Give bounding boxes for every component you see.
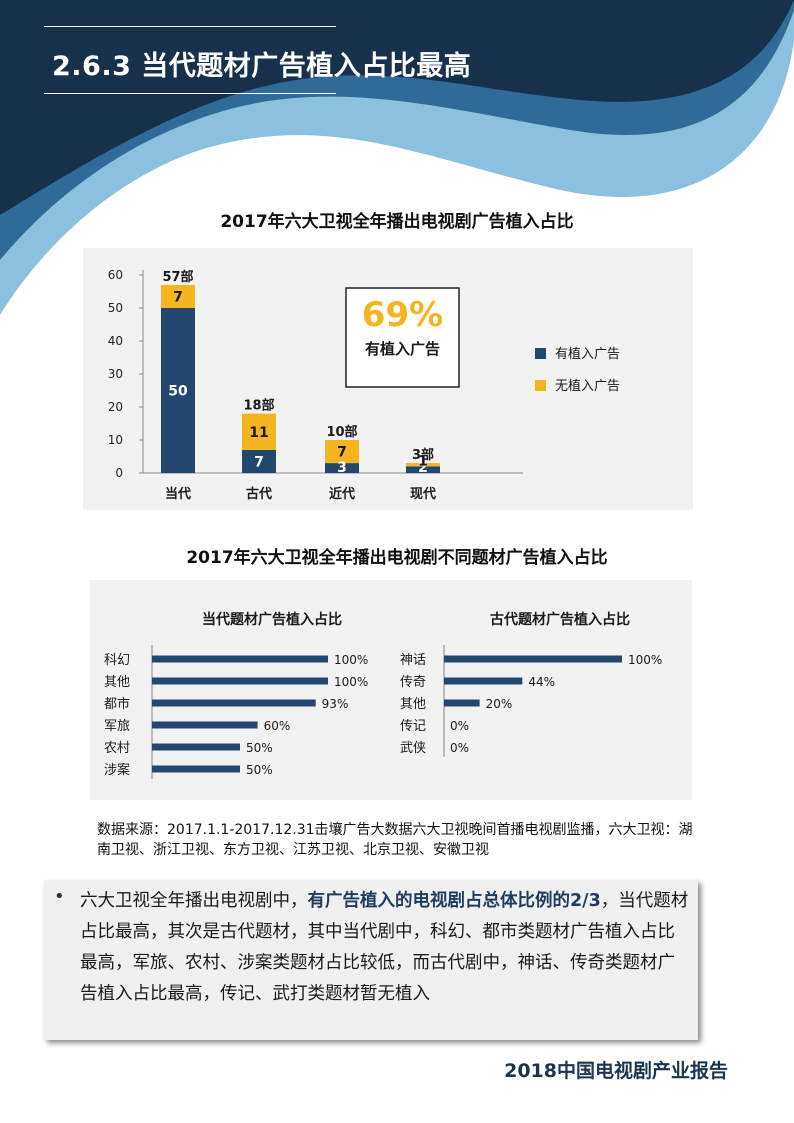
data-label-without-ads: 7 xyxy=(173,289,183,305)
modern-value-label: 100% xyxy=(334,675,368,689)
data-label-without-ads: 1 xyxy=(418,453,428,469)
title-rule-top xyxy=(44,26,336,27)
modern-category-label: 都市 xyxy=(104,696,130,712)
ancient-category-label: 传奇 xyxy=(400,674,426,690)
data-label-with-ads: 3 xyxy=(337,460,347,476)
stacked-bar-chart: 010203040506050757部当代71118部古代3710部近代213部… xyxy=(108,268,620,502)
y-tick-label: 0 xyxy=(115,466,123,480)
y-tick-label: 60 xyxy=(108,268,123,282)
modern-bar xyxy=(152,743,240,751)
summary-part1: 六大卫视全年播出电视剧中， xyxy=(80,891,308,911)
share-label: 有植入广告 xyxy=(365,340,440,358)
data-label-with-ads: 50 xyxy=(168,384,188,400)
share-percentage: 69% xyxy=(362,295,443,335)
ancient-category-label: 神话 xyxy=(400,653,426,668)
summary-box: • 六大卫视全年播出电视剧中，有广告植入的电视剧占总体比例的2/3，当代题材占比… xyxy=(44,880,698,1040)
modern-subtitle: 当代题材广告植入占比 xyxy=(202,611,342,628)
bar-total-label: 18部 xyxy=(243,398,274,414)
bullet-icon: • xyxy=(54,886,65,907)
bar-segment-with-ads xyxy=(325,463,359,473)
modern-category-label: 军旅 xyxy=(104,719,130,734)
x-category-label: 当代 xyxy=(165,486,191,502)
bar-total-label: 57部 xyxy=(162,269,193,285)
bar-segment-without-ads xyxy=(242,413,276,450)
modern-value-label: 93% xyxy=(322,697,349,711)
bar-segment-without-ads xyxy=(406,463,440,467)
header-wave-background xyxy=(0,0,794,315)
ancient-value-label: 44% xyxy=(528,675,555,689)
bar-total-label: 10部 xyxy=(326,424,357,440)
ancient-subtitle: 古代题材广告植入占比 xyxy=(490,611,630,628)
bar-segment-with-ads xyxy=(406,466,440,473)
chart1-panel: 0 10 20 30 40 50 60 50 7 57部 当代 7 11 18部 古代 3 7 10部 近代 2 1 3部… xyxy=(83,248,693,510)
ancient-value-label: 0% xyxy=(450,741,469,755)
ancient-category-label: 其他 xyxy=(400,697,426,712)
modern-bar xyxy=(152,721,258,729)
bar-segment-without-ads xyxy=(161,284,195,308)
modern-bar xyxy=(152,699,316,707)
ancient-category-label: 传记 xyxy=(400,719,426,734)
bar-total-label: 3部 xyxy=(412,447,434,463)
title-rule-bottom xyxy=(44,93,336,94)
y-tick-label: 40 xyxy=(108,334,123,348)
ancient-bar xyxy=(444,655,622,663)
bar-segment-with-ads xyxy=(161,308,195,473)
y-tick-label: 30 xyxy=(108,367,123,381)
y-tick-label: 10 xyxy=(108,433,123,447)
legend-swatch-without-ads xyxy=(535,380,546,391)
ancient-value-label: 20% xyxy=(486,697,513,711)
modern-bar xyxy=(152,765,240,773)
ancient-value-label: 0% xyxy=(450,719,469,733)
modern-category-label: 科幻 xyxy=(104,653,130,668)
chart2-panel: 当代题材广告植入占比科幻 100% 其他 100% 都市 93% 军旅 60% 农村 50% 涉案 5… xyxy=(90,580,692,800)
legend-swatch-with-ads xyxy=(535,348,546,359)
data-label-without-ads: 11 xyxy=(249,425,268,441)
legend-label-without-ads: 无植入广告 xyxy=(555,379,620,394)
y-tick-label: 50 xyxy=(108,301,123,315)
modern-value-label: 50% xyxy=(246,763,273,777)
legend-label-with-ads: 有植入广告 xyxy=(555,347,620,362)
ancient-category-label: 武侠 xyxy=(400,741,426,756)
ancient-value-label: 100% xyxy=(628,653,662,667)
data-label-with-ads: 2 xyxy=(418,460,428,476)
x-category-label: 近代 xyxy=(329,486,355,502)
modern-value-label: 60% xyxy=(264,719,291,733)
data-label-with-ads: 7 xyxy=(254,454,264,470)
x-category-label: 现代 xyxy=(410,486,436,502)
chart2-title: 2017年六大卫视全年播出电视剧不同题材广告植入占比 xyxy=(186,548,608,568)
header-wave-dark xyxy=(0,0,794,215)
modern-value-label: 100% xyxy=(334,653,368,667)
x-category-label: 古代 xyxy=(246,486,272,502)
bar-segment-with-ads xyxy=(242,449,276,473)
modern-value-label: 50% xyxy=(246,741,273,755)
modern-category-label: 涉案 xyxy=(104,763,130,778)
ancient-bar xyxy=(444,699,480,707)
page-title: 2.6.3 当代题材广告植入占比最高 xyxy=(52,51,472,82)
share-annotation-box xyxy=(345,287,460,388)
y-tick-label: 20 xyxy=(108,400,123,414)
modern-bar xyxy=(152,677,328,685)
modern-category-label: 其他 xyxy=(104,675,130,690)
modern-category-label: 农村 xyxy=(104,741,130,756)
data-source-note: 数据来源：2017.1.1-2017.12.31击壤广告大数据六大卫视晚间首播电… xyxy=(97,822,693,858)
ancient-bar xyxy=(444,677,523,685)
data-label-without-ads: 7 xyxy=(337,445,347,461)
summary-part2: ，当代题材占比最高，其次是古代题材，其中当代剧中，科幻、都市类题材广告植入占比最… xyxy=(80,891,689,1004)
summary-highlight: 有广告植入的电视剧占总体比例的2/3 xyxy=(307,891,601,911)
bar-segment-without-ads xyxy=(325,440,359,464)
modern-bar xyxy=(152,655,328,663)
summary-text: 六大卫视全年播出电视剧中，有广告植入的电视剧占总体比例的2/3，当代题材占比最高… xyxy=(80,886,690,1010)
report-footer: 2018中国电视剧产业报告 xyxy=(504,1060,728,1082)
chart1-title: 2017年六大卫视全年播出电视剧广告植入占比 xyxy=(220,212,574,232)
